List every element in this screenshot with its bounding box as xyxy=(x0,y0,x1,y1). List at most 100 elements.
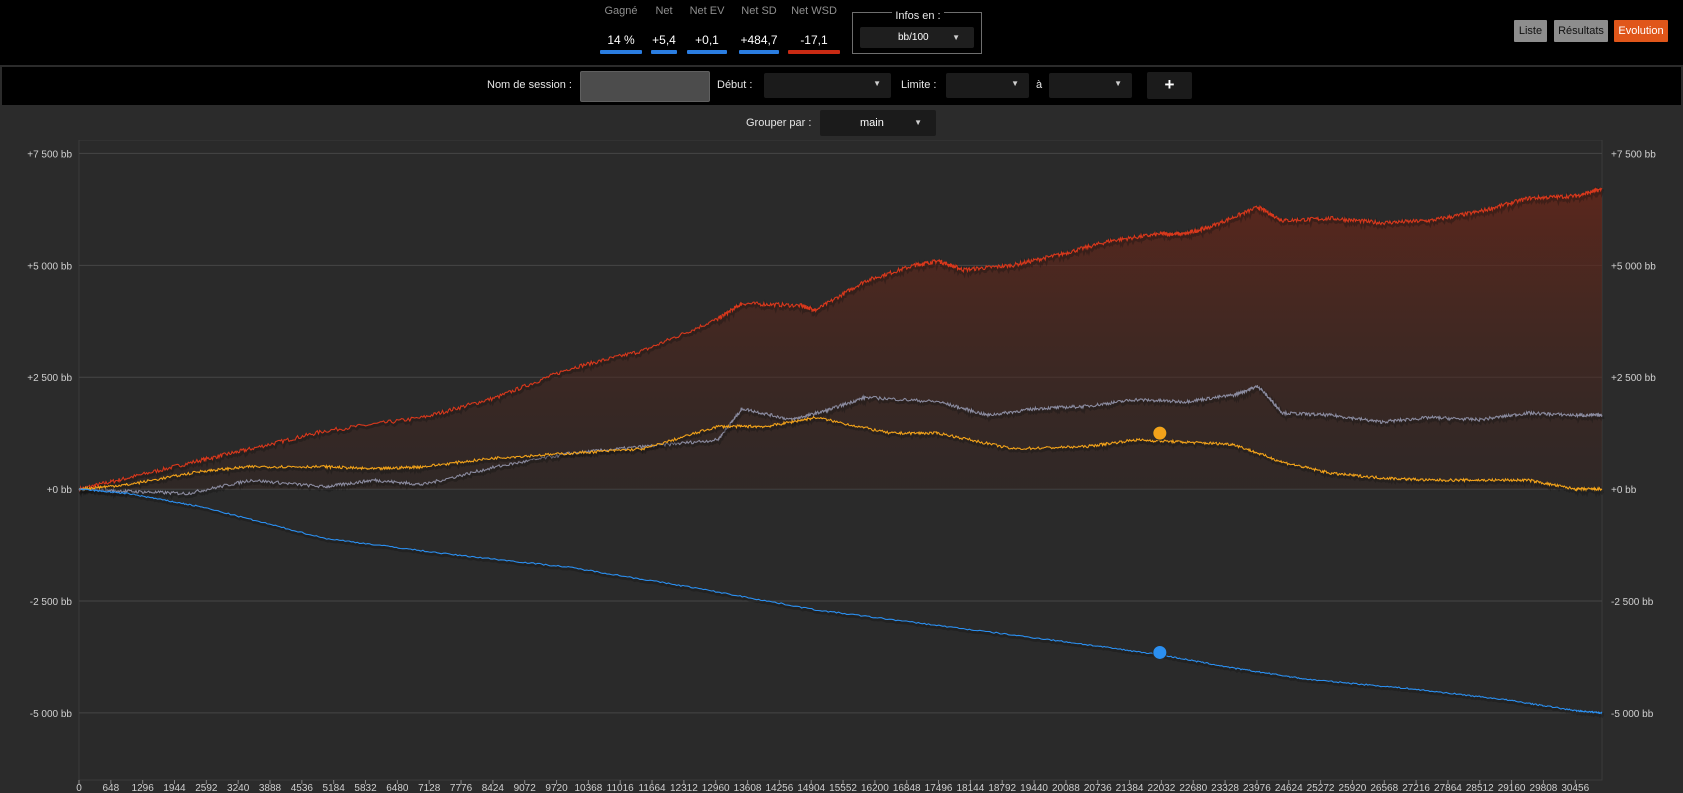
stat-net-label: Net xyxy=(655,5,673,17)
liste-button[interactable]: Liste xyxy=(1514,20,1547,42)
a-select[interactable]: ▼ xyxy=(1049,73,1132,98)
infos-unit-select[interactable]: bb/100 ▼ xyxy=(860,27,974,48)
chevron-down-icon: ▼ xyxy=(952,33,960,42)
stat-net-wsd-label: Net WSD xyxy=(791,5,837,17)
x-tick-label: 6480 xyxy=(386,783,409,793)
series-area-0 xyxy=(79,188,1602,491)
y-tick-label-right: +2 500 bb xyxy=(1611,373,1656,384)
x-tick-label: 28512 xyxy=(1466,783,1494,793)
evolution-button[interactable]: Evolution xyxy=(1614,20,1668,42)
x-tick-label: 18792 xyxy=(988,783,1016,793)
x-tick-label: 4536 xyxy=(291,783,314,793)
x-tick-label: 1944 xyxy=(163,783,186,793)
stat-net-ev[interactable]: Net EV +0,1 xyxy=(687,4,727,54)
x-tick-label: 12312 xyxy=(670,783,698,793)
x-tick-label: 25920 xyxy=(1339,783,1367,793)
y-tick-label-left: -5 000 bb xyxy=(30,709,73,720)
stat-net-ev-value: +0,1 xyxy=(695,33,719,47)
x-tick-label: 20088 xyxy=(1052,783,1080,793)
y-tick-label-right: +5 000 bb xyxy=(1611,261,1656,272)
x-tick-label: 1296 xyxy=(132,783,155,793)
x-tick-label: 22680 xyxy=(1179,783,1207,793)
x-tick-label: 29160 xyxy=(1498,783,1526,793)
x-tick-label: 26568 xyxy=(1370,783,1398,793)
y-tick-label-left: +5 000 bb xyxy=(27,261,72,272)
x-tick-label: 19440 xyxy=(1020,783,1048,793)
debut-label: Début : xyxy=(717,79,753,91)
x-tick-label: 0 xyxy=(76,783,82,793)
stat-net-bar xyxy=(651,50,677,54)
x-tick-label: 25272 xyxy=(1307,783,1335,793)
stat-net-sd-bar xyxy=(739,50,779,54)
x-tick-label: 12960 xyxy=(702,783,730,793)
stat-net-sd-value: +484,7 xyxy=(740,33,778,47)
series-line-0 xyxy=(78,187,1603,493)
stat-net-value: +5,4 xyxy=(652,33,676,47)
stat-net-ev-label: Net EV xyxy=(689,5,725,17)
y-tick-label-left: +2 500 bb xyxy=(27,373,72,384)
series-hover-marker-0 xyxy=(1152,425,1168,441)
x-tick-label: 21384 xyxy=(1116,783,1144,793)
x-tick-label: 23328 xyxy=(1211,783,1239,793)
x-tick-label: 18144 xyxy=(956,783,984,793)
x-tick-label: 27216 xyxy=(1402,783,1430,793)
group-by-select[interactable]: main ▼ xyxy=(820,110,936,136)
y-tick-label-left: -2 500 bb xyxy=(30,597,73,608)
series-line-2 xyxy=(78,415,1603,493)
series-line-shadow-3 xyxy=(79,489,1605,719)
x-tick-label: 24624 xyxy=(1275,783,1303,793)
x-tick-label: 5832 xyxy=(354,783,377,793)
stat-gagne-label: Gagné xyxy=(604,5,638,17)
y-tick-label-left: +7 500 bb xyxy=(27,149,72,160)
y-tick-label-right: -5 000 bb xyxy=(1611,709,1654,720)
x-tick-label: 3888 xyxy=(259,783,282,793)
filter-bar: Nom de session : Début : ▼ Limite : ▼ à … xyxy=(2,67,1681,105)
debut-select[interactable]: ▼ xyxy=(764,73,891,98)
x-tick-label: 30456 xyxy=(1561,783,1589,793)
x-tick-label: 648 xyxy=(102,783,119,793)
chevron-down-icon: ▼ xyxy=(1011,79,1019,88)
limite-select[interactable]: ▼ xyxy=(946,73,1029,98)
stat-net-wsd[interactable]: Net WSD -17,1 xyxy=(788,4,840,54)
x-tick-label: 14904 xyxy=(797,783,825,793)
x-tick-label: 7128 xyxy=(418,783,441,793)
stat-net-sd[interactable]: Net SD +484,7 xyxy=(738,4,780,54)
chevron-down-icon: ▼ xyxy=(1114,79,1122,88)
x-tick-label: 14256 xyxy=(765,783,793,793)
x-tick-label: 10368 xyxy=(574,783,602,793)
x-tick-label: 23976 xyxy=(1243,783,1271,793)
infos-unit-value: bb/100 xyxy=(898,32,929,43)
x-tick-label: 8424 xyxy=(482,783,505,793)
x-tick-label: 20736 xyxy=(1084,783,1112,793)
x-tick-label: 9072 xyxy=(514,783,537,793)
stat-net-wsd-bar xyxy=(788,50,840,54)
group-by-label: Grouper par : xyxy=(746,117,812,129)
x-tick-label: 3240 xyxy=(227,783,250,793)
x-tick-label: 22032 xyxy=(1148,783,1176,793)
chevron-down-icon: ▼ xyxy=(873,79,881,88)
stat-net-sd-label: Net SD xyxy=(741,5,777,17)
session-name-input[interactable] xyxy=(580,71,710,102)
x-tick-label: 11016 xyxy=(607,783,635,793)
infos-en-group: Infos en : bb/100 ▼ xyxy=(852,10,982,54)
x-tick-label: 16848 xyxy=(893,783,921,793)
y-tick-label-right: +0 bb xyxy=(1611,485,1637,496)
session-label: Nom de session : xyxy=(487,79,572,91)
add-filter-button[interactable]: + xyxy=(1147,72,1192,99)
x-tick-label: 17496 xyxy=(925,783,953,793)
top-stats-bar: Gagné 14 % Net +5,4 Net EV +0,1 Net SD +… xyxy=(0,0,1683,65)
resultats-button[interactable]: Résultats xyxy=(1554,20,1608,42)
a-label: à xyxy=(1036,79,1043,91)
x-tick-label: 15552 xyxy=(829,783,857,793)
series-line-3 xyxy=(78,488,1603,715)
y-tick-label-right: +7 500 bb xyxy=(1611,149,1656,160)
series-line-1 xyxy=(78,385,1603,496)
x-tick-label: 16200 xyxy=(861,783,889,793)
limite-label: Limite : xyxy=(901,79,937,91)
x-tick-label: 2592 xyxy=(195,783,218,793)
x-tick-label: 7776 xyxy=(450,783,473,793)
stat-gagne[interactable]: Gagné 14 % xyxy=(600,4,642,54)
stat-net[interactable]: Net +5,4 xyxy=(651,4,677,54)
x-tick-label: 29808 xyxy=(1530,783,1558,793)
stat-gagne-bar xyxy=(600,50,642,54)
